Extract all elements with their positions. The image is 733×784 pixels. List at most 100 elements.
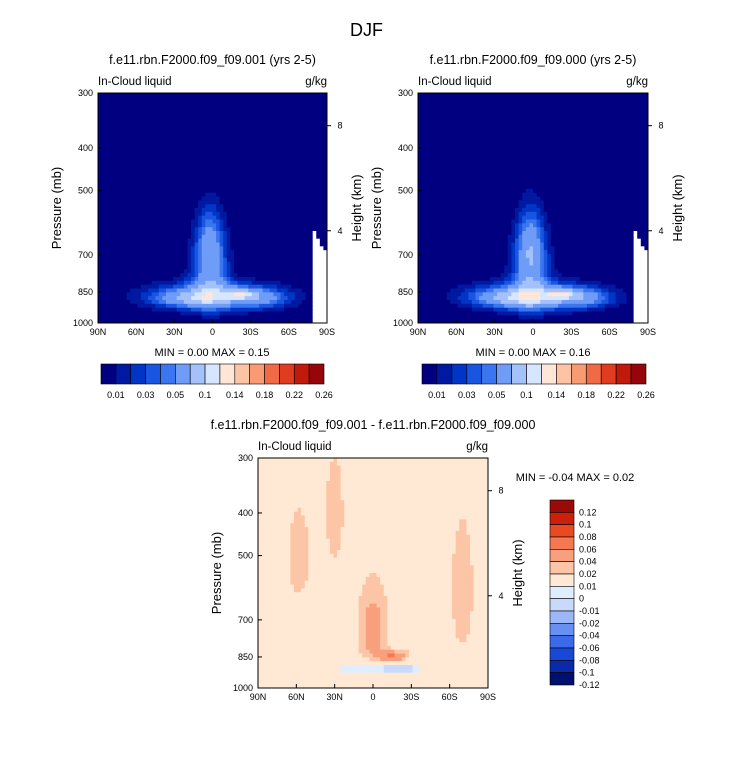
field-cell	[201, 185, 206, 190]
field-cell	[269, 116, 274, 121]
field-cell	[439, 319, 444, 324]
field-cell	[251, 319, 256, 324]
field-cell	[115, 200, 120, 205]
field-cell	[248, 196, 253, 201]
field-cell	[176, 250, 181, 255]
field-cell	[439, 177, 444, 182]
field-cell	[223, 238, 228, 243]
field-cell	[435, 223, 440, 228]
field-cell	[176, 234, 181, 240]
field-cell	[101, 234, 106, 240]
field-cell	[251, 204, 256, 209]
field-cell	[432, 185, 437, 190]
field-cell	[461, 127, 466, 132]
field-cell	[450, 261, 455, 266]
field-cell	[316, 234, 321, 240]
field-cell	[291, 303, 296, 309]
field-cell	[255, 204, 260, 209]
field-cell	[144, 215, 149, 220]
field-cell	[162, 219, 167, 224]
field-cell	[241, 100, 246, 105]
field-cell	[259, 246, 263, 251]
field-cell	[471, 204, 476, 209]
field-cell	[464, 303, 469, 309]
field-cell	[158, 246, 163, 251]
field-cell	[435, 300, 440, 305]
field-cell	[108, 208, 113, 213]
field-cell	[191, 146, 196, 151]
field-cell	[187, 185, 192, 190]
field-cell	[280, 200, 285, 205]
field-cell	[194, 123, 199, 128]
field-cell	[248, 108, 253, 113]
field-cell	[126, 131, 131, 136]
field-cell	[119, 169, 124, 174]
field-cell	[443, 169, 448, 174]
field-cell	[208, 246, 213, 251]
field-cell	[130, 192, 135, 197]
field-cell	[425, 196, 430, 201]
field-cell	[208, 96, 213, 102]
field-cell	[319, 165, 324, 171]
field-cell	[471, 173, 476, 178]
field-cell	[479, 196, 484, 201]
field-cell	[262, 150, 267, 155]
field-cell	[244, 142, 249, 148]
field-cell	[464, 238, 469, 243]
field-cell	[276, 280, 281, 286]
field-cell	[298, 296, 303, 301]
field-cell	[151, 169, 156, 174]
field-cell	[126, 150, 131, 155]
field-cell	[115, 135, 120, 140]
field-cell	[241, 192, 246, 197]
field-cell	[269, 96, 274, 102]
field-cell	[248, 208, 253, 213]
field-cell	[446, 154, 451, 159]
field-cell	[432, 192, 437, 197]
field-cell	[123, 173, 128, 178]
field-cell	[169, 211, 174, 217]
field-cell	[312, 116, 317, 121]
field-cell	[140, 250, 145, 255]
field-cell	[450, 150, 455, 155]
field-cell	[105, 234, 110, 240]
field-cell	[287, 112, 292, 117]
field-cell	[155, 181, 160, 186]
field-cell	[180, 238, 185, 243]
field-cell	[241, 200, 246, 205]
field-cell	[450, 116, 455, 121]
field-cell	[464, 284, 469, 289]
field-cell	[273, 181, 278, 186]
field-cell	[151, 250, 156, 255]
field-cell	[291, 200, 296, 205]
field-cell	[108, 319, 113, 324]
field-cell	[421, 104, 426, 109]
field-cell	[421, 188, 426, 194]
field-cell	[443, 119, 448, 125]
field-cell	[453, 219, 458, 224]
field-cell	[223, 112, 228, 117]
field-cell	[244, 296, 249, 301]
field-cell	[248, 150, 253, 155]
field-cell	[453, 250, 458, 255]
field-cell	[453, 300, 458, 305]
field-cell	[421, 181, 426, 186]
field-cell	[169, 139, 174, 144]
field-cell	[191, 196, 196, 201]
field-cell	[244, 307, 249, 312]
field-cell	[201, 177, 206, 182]
field-cell	[287, 93, 292, 98]
field-cell	[323, 265, 328, 270]
field-cell	[266, 300, 271, 305]
field-cell	[284, 119, 289, 125]
field-cell	[450, 96, 455, 102]
colorbar-box	[130, 363, 146, 385]
field-cell	[230, 315, 235, 320]
field-cell	[233, 200, 238, 205]
field-cell	[198, 273, 203, 278]
field-cell	[453, 211, 458, 217]
field-cell	[216, 211, 221, 217]
field-cell	[244, 292, 249, 297]
field-cell	[323, 177, 328, 182]
field-cell	[421, 208, 426, 213]
